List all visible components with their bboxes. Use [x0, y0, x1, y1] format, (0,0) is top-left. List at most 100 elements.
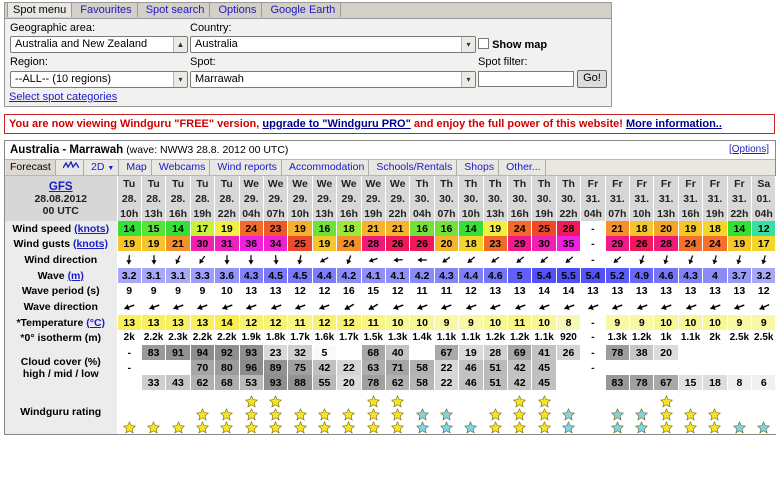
- wind-direction-arrow-icon: [434, 298, 460, 315]
- col-date: 30.: [483, 191, 509, 206]
- select-spot-categories-link[interactable]: Select spot categories: [9, 91, 118, 103]
- show-map-checkbox[interactable]: [478, 38, 489, 49]
- data-cell: 9: [190, 283, 216, 298]
- data-cell: 21: [361, 221, 386, 236]
- data-cell: 93: [239, 345, 264, 360]
- tab-2d[interactable]: 2D ▼: [87, 160, 120, 175]
- upgrade-pro-link[interactable]: upgrade to "Windguru PRO": [262, 118, 411, 130]
- data-cell: 17: [190, 221, 216, 236]
- data-cell: 13: [605, 283, 631, 298]
- region-select[interactable]: --ALL-- (10 regions) ▾: [10, 70, 188, 88]
- data-cell: 46: [458, 375, 484, 390]
- star-icon: [122, 421, 136, 434]
- spot-label: Spot:: [190, 56, 216, 68]
- forecast-options-link[interactable]: [Options]: [728, 144, 769, 155]
- chevron-updown-icon: ▲: [173, 37, 187, 52]
- data-cell: 25: [287, 236, 313, 251]
- data-cell: 28: [653, 236, 679, 251]
- wind-direction-arrow-icon: [287, 298, 313, 315]
- data-cell: 40: [385, 345, 411, 360]
- data-cell: 14: [727, 221, 753, 236]
- data-cell: 42: [507, 375, 533, 390]
- data-cell: 26: [556, 345, 582, 360]
- unit-link[interactable]: (knots): [72, 237, 108, 250]
- data-cell: 9: [751, 315, 777, 330]
- tab-forecast[interactable]: Forecast: [6, 160, 56, 175]
- data-cell: 12: [312, 315, 338, 330]
- data-cell: 9: [434, 315, 460, 330]
- data-cell: 2.2k: [141, 330, 167, 345]
- wind-direction-arrow-icon: [605, 251, 631, 268]
- unit-link[interactable]: (knots): [74, 222, 110, 235]
- go-button[interactable]: Go!: [577, 70, 607, 88]
- tab-google-earth[interactable]: Google Earth: [265, 3, 342, 17]
- data-cell: 12: [751, 221, 777, 236]
- tab-spot-search[interactable]: Spot search: [140, 3, 211, 17]
- col-date: 29.: [239, 191, 264, 206]
- tab-favourites[interactable]: Favourites: [75, 3, 138, 17]
- star-icon: [537, 421, 551, 434]
- country-select[interactable]: Australia ▾: [190, 36, 476, 53]
- col-day: Th: [531, 176, 557, 191]
- model-name-link[interactable]: GFS: [48, 180, 73, 193]
- meteogram-icon[interactable]: [59, 160, 84, 175]
- banner-text-1: You are now viewing Windguru "FREE" vers…: [9, 118, 263, 130]
- rating-cell: [385, 390, 411, 434]
- spot-select[interactable]: Marrawah ▾: [190, 70, 476, 88]
- star-icon: [317, 408, 331, 421]
- tab-wind-reports[interactable]: Wind reports: [213, 160, 282, 175]
- wind-direction-arrow-icon: [434, 251, 460, 268]
- unit-link[interactable]: (m): [67, 269, 84, 282]
- col-day: Fr: [605, 176, 631, 191]
- data-cell: [702, 360, 728, 375]
- data-cell: 11: [434, 283, 460, 298]
- data-cell: [556, 375, 582, 390]
- wind-direction-arrow-icon: [312, 298, 338, 315]
- data-cell: 67: [653, 375, 679, 390]
- data-cell: 1.4k: [409, 330, 435, 345]
- wind-direction-arrow-icon: [702, 251, 728, 268]
- data-cell: 18: [336, 221, 362, 236]
- tab-options[interactable]: Options: [213, 3, 263, 17]
- col-hour: 07h: [263, 206, 289, 221]
- star-icon: [342, 421, 356, 434]
- data-cell: 2.3k: [165, 330, 191, 345]
- data-cell: 1.5k: [361, 330, 386, 345]
- col-hour: 22h: [727, 206, 753, 221]
- data-cell: 10: [385, 315, 411, 330]
- data-cell: 1.3k: [605, 330, 631, 345]
- rating-cell: [727, 390, 753, 434]
- data-cell: 8: [727, 375, 753, 390]
- geographic-area-select[interactable]: Australia and New Zealand ▲: [10, 36, 188, 53]
- spot-panel-tabbar: Spot menu Favourites Spot search Options…: [5, 3, 611, 19]
- spot-filter-input[interactable]: [478, 71, 574, 87]
- tab-map[interactable]: Map: [122, 160, 152, 175]
- table-row: 10h 13h 16h 19h 22h 04h 07h 10h 13h 16h 19h 22h 04h 0…: [5, 206, 777, 221]
- tab-shops[interactable]: Shops: [460, 160, 500, 175]
- row-label: Wind gusts (knots): [5, 236, 118, 251]
- col-day: Tu: [190, 176, 216, 191]
- data-cell: 13: [580, 283, 606, 298]
- tab-spot-menu[interactable]: Spot menu: [7, 3, 73, 17]
- data-cell: 13: [678, 283, 704, 298]
- data-cell: 58: [409, 375, 435, 390]
- rating-cell: [239, 390, 264, 434]
- col-date: 30.: [531, 191, 557, 206]
- wind-direction-arrow-icon: [385, 251, 411, 268]
- tab-accommodation[interactable]: Accommodation: [285, 160, 370, 175]
- col-hour: 10h: [629, 206, 655, 221]
- tab-webcams[interactable]: Webcams: [155, 160, 211, 175]
- star-icon: [439, 421, 453, 434]
- row-label-text: Wave direction: [23, 300, 98, 313]
- data-cell: 10: [653, 315, 679, 330]
- star-icon: [488, 408, 502, 421]
- more-information-link[interactable]: More information..: [625, 118, 722, 130]
- geographic-area-label: Geographic area:: [10, 22, 95, 34]
- tab-schools-rentals[interactable]: Schools/Rentals: [372, 160, 458, 175]
- data-cell: 1.2k: [629, 330, 655, 345]
- unit-link[interactable]: (°C): [86, 316, 106, 329]
- tab-other[interactable]: Other...: [502, 160, 546, 175]
- wind-direction-arrow-icon: [531, 251, 557, 268]
- rating-cell: [751, 390, 777, 434]
- wind-direction-arrow-icon: [678, 251, 704, 268]
